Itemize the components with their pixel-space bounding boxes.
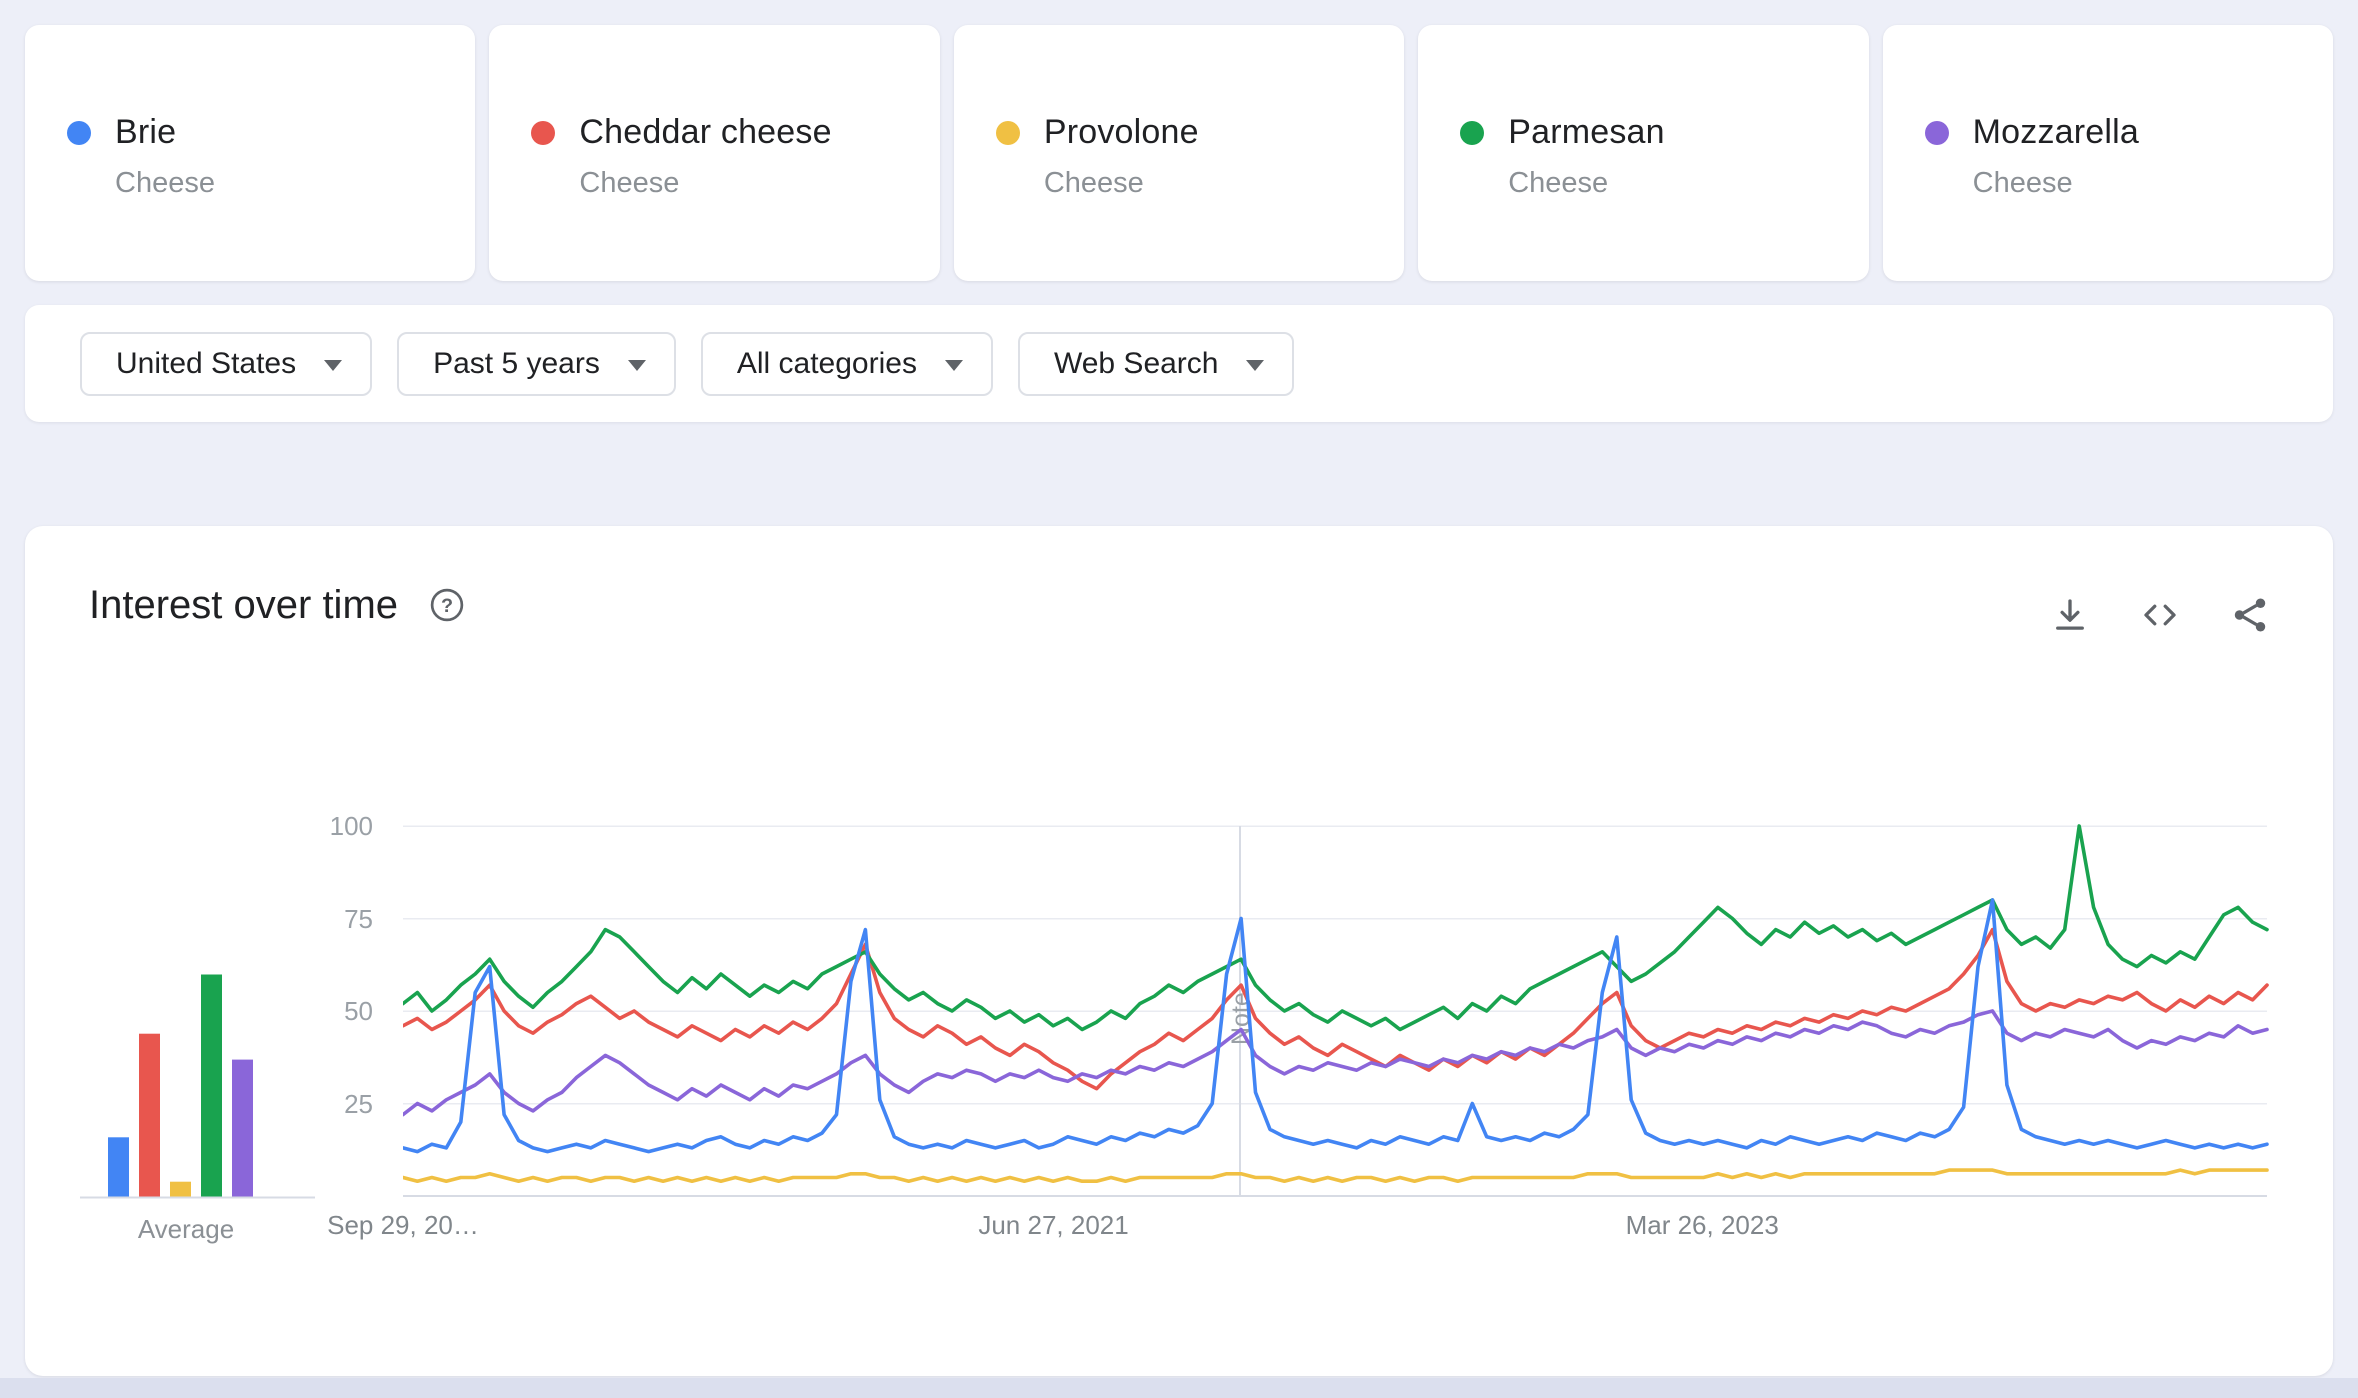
- filter-category-label: All categories: [736, 346, 917, 380]
- x-tick-label: Sep 29, 20…: [327, 1210, 479, 1240]
- embed-icon: [2144, 604, 2176, 626]
- y-tick-label: 75: [344, 903, 373, 934]
- chevron-down-icon: [1246, 360, 1265, 371]
- series-line-mozzarella[interactable]: [403, 1009, 2269, 1117]
- svg-text:?: ?: [441, 595, 453, 617]
- term-color-dot: [1924, 121, 1949, 145]
- y-tick-label: 100: [329, 811, 373, 841]
- download-button[interactable]: [2047, 592, 2093, 638]
- series-line-cheddar-cheese[interactable]: [403, 927, 2269, 1091]
- term-title: Brie: [115, 113, 177, 151]
- interest-line-chart[interactable]: Note: [403, 823, 2269, 1201]
- term-title: Parmesan: [1508, 113, 1665, 151]
- chevron-down-icon: [324, 360, 343, 371]
- card-actions: [2047, 592, 2273, 638]
- avg-bar-mozzarella[interactable]: [232, 1059, 253, 1197]
- term-card-parmesan[interactable]: Parmesan Cheese: [1418, 25, 1869, 281]
- help-icon: ?: [430, 588, 464, 622]
- term-color-dot: [67, 121, 91, 145]
- term-subtitle: Cheese: [1972, 167, 2073, 199]
- avg-bar-provolone[interactable]: [170, 1181, 191, 1197]
- x-axis-labels: Sep 29, 20… Jun 27, 2021 Mar 26, 2023: [327, 1210, 2269, 1244]
- term-card-mozzarella[interactable]: Mozzarella Cheese: [1882, 25, 2334, 281]
- share-button[interactable]: [2227, 592, 2273, 638]
- term-subtitle: Cheese: [1043, 167, 1144, 199]
- term-subtitle: Cheese: [579, 167, 680, 199]
- y-tick-label: 50: [344, 996, 373, 1026]
- average-label: Average: [137, 1214, 235, 1244]
- interest-over-time-card: Interest over time ?: [25, 526, 2333, 1376]
- filter-time-range-dropdown[interactable]: Past 5 years: [397, 331, 676, 396]
- x-tick-label: Mar 26, 2023: [1625, 1210, 1779, 1240]
- footer-band: [0, 1378, 2358, 1398]
- filter-search-type-label: Web Search: [1053, 346, 1219, 380]
- filter-location-dropdown[interactable]: United States: [80, 331, 373, 396]
- avg-bar-brie[interactable]: [108, 1137, 129, 1197]
- chevron-down-icon: [944, 360, 963, 371]
- series-line-provolone[interactable]: [403, 1168, 2269, 1184]
- filter-bar: United States Past 5 years All categorie…: [25, 305, 2333, 422]
- filter-time-range-label: Past 5 years: [433, 346, 600, 380]
- term-text: Mozzarella Cheese: [1973, 113, 2139, 200]
- y-tick-label: 25: [344, 1088, 373, 1119]
- term-title: Cheddar cheese: [579, 113, 832, 151]
- term-text: Cheddar cheese Cheese: [579, 113, 831, 200]
- chart-title: Interest over time: [89, 582, 399, 627]
- help-button[interactable]: ?: [424, 582, 470, 628]
- chevron-down-icon: [627, 360, 646, 371]
- term-card-brie[interactable]: Brie Cheese: [25, 25, 476, 281]
- term-card-provolone[interactable]: Provolone Cheese: [953, 25, 1405, 281]
- card-title-row: Interest over time ?: [89, 582, 470, 628]
- series-line-brie[interactable]: [403, 898, 2269, 1154]
- term-color-dot: [995, 121, 1020, 145]
- term-color-dot: [531, 121, 556, 145]
- term-title: Mozzarella: [1972, 113, 2140, 151]
- term-subtitle: Cheese: [115, 167, 215, 199]
- embed-button[interactable]: [2137, 592, 2183, 638]
- term-subtitle: Cheese: [1508, 167, 1609, 199]
- terms-row: Brie Cheese Cheddar cheese Cheese Provol…: [0, 0, 2358, 281]
- term-text: Brie Cheese: [115, 113, 215, 200]
- x-tick-label: Jun 27, 2021: [978, 1210, 1129, 1240]
- term-text: Parmesan Cheese: [1508, 113, 1665, 200]
- average-bar-chart[interactable]: [80, 826, 320, 1204]
- share-icon: [2234, 598, 2266, 632]
- download-icon: [2056, 599, 2084, 630]
- filter-category-dropdown[interactable]: All categories: [700, 331, 993, 396]
- avg-bar-parmesan[interactable]: [201, 974, 222, 1197]
- term-card-cheddar-cheese[interactable]: Cheddar cheese Cheese: [489, 25, 940, 281]
- filter-search-type-dropdown[interactable]: Web Search: [1017, 331, 1295, 396]
- y-axis-labels: 25 50 75 100: [305, 811, 385, 1203]
- term-color-dot: [1460, 121, 1485, 145]
- filter-location-label: United States: [116, 346, 297, 380]
- term-title: Provolone: [1043, 113, 1199, 151]
- term-text: Provolone Cheese: [1044, 113, 1199, 200]
- avg-bar-cheddar-cheese[interactable]: [139, 1033, 160, 1197]
- series-line-parmesan[interactable]: [403, 824, 2269, 1032]
